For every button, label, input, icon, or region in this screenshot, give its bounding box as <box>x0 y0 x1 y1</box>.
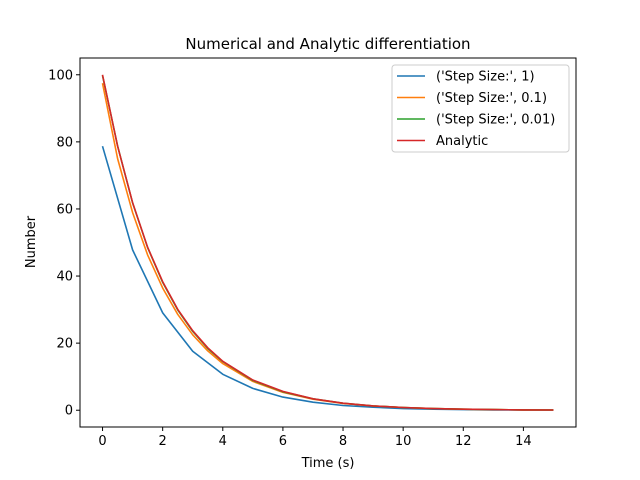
y-axis-label: Number <box>24 215 39 268</box>
legend-box <box>391 64 570 153</box>
y-tick-label: 40 <box>56 270 73 285</box>
y-tick-label: 20 <box>56 337 73 352</box>
x-tick-label: 12 <box>455 434 472 449</box>
legend-label: ('Step Size:', 0.01) <box>436 113 555 128</box>
y-tick-label: 60 <box>56 202 73 217</box>
plot-area <box>79 57 577 428</box>
x-tick-label: 14 <box>515 434 532 449</box>
series-line <box>101 145 554 411</box>
x-tick-label: 0 <box>98 434 106 449</box>
x-axis-label: Time (s) <box>301 456 355 471</box>
series-line <box>101 74 554 411</box>
plot-frame <box>79 57 577 428</box>
legend-label: Analytic <box>436 134 488 149</box>
chart-title: Numerical and Analytic differentiation <box>185 35 470 53</box>
x-tick-label: 6 <box>279 434 287 449</box>
legend-label: ('Step Size:', 0.1) <box>436 91 547 106</box>
x-tick-label: 8 <box>339 434 347 449</box>
legend-label: ('Step Size:', 1) <box>436 70 535 85</box>
y-tick-label: 100 <box>48 68 73 83</box>
x-axis: 0 2 4 6 8 10 12 14 <box>98 427 532 449</box>
legend: ('Step Size:', 1) ('Step Size:', 0.1) ('St… <box>391 64 570 153</box>
x-tick-label: 10 <box>395 434 412 449</box>
series-layer <box>101 74 554 411</box>
y-axis: 0 20 40 60 80 100 <box>48 68 80 419</box>
y-tick-label: 80 <box>56 135 73 150</box>
x-tick-label: 4 <box>219 434 227 449</box>
y-tick-label: 0 <box>65 404 73 419</box>
x-tick-label: 2 <box>159 434 167 449</box>
